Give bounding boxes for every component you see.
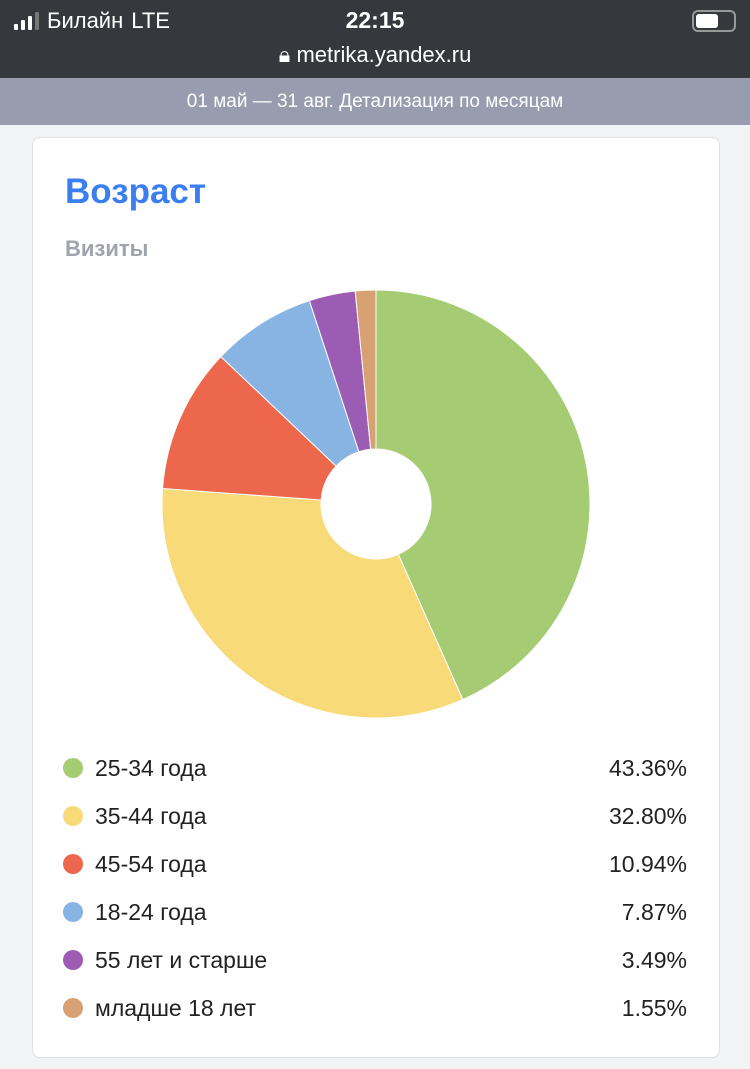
url-text: metrika.yandex.ru [296, 42, 472, 67]
card-title: Возраст [65, 172, 207, 211]
status-bar: Билайн LTE 22:15 🔒︎ metrika.yandex.ru [0, 0, 750, 78]
clock: 22:15 [345, 7, 405, 33]
lock-icon: 🔒︎ [278, 42, 297, 67]
address-bar[interactable]: 🔒︎ metrika.yandex.ru [0, 42, 750, 68]
legend-value: 32.80% [608, 802, 687, 829]
age-card: Возраст Визиты 25-34 года 43.36% 35-44 год… [32, 137, 720, 1058]
legend-dot-icon [63, 806, 83, 826]
pie-chart [161, 289, 591, 719]
legend-item[interactable]: 35-44 года 32.80% [63, 792, 687, 840]
legend-item[interactable]: 18-24 года 7.87% [63, 888, 687, 936]
pie-slice[interactable] [375, 289, 591, 701]
pie-slice[interactable] [162, 355, 337, 501]
legend-label: 25-34 года [95, 754, 207, 781]
legend-dot-icon [63, 854, 83, 874]
legend-dot-icon [63, 950, 83, 970]
legend-label: 18-24 года [95, 898, 207, 925]
legend-dot-icon [63, 758, 83, 778]
legend-value: 3.49% [621, 946, 687, 973]
legend-value: 10.94% [608, 850, 687, 877]
legend-value: 43.36% [608, 754, 687, 781]
legend-label: 45-54 года [95, 850, 207, 877]
pie-slice[interactable] [161, 487, 464, 719]
pie-slice[interactable] [354, 289, 377, 450]
metric-label: Визиты [65, 236, 149, 261]
legend-label: 55 лет и старше [95, 946, 268, 973]
legend: 25-34 года 43.36% 35-44 года 32.80% 45-54 го… [63, 744, 687, 1032]
carrier-name: Билайн [47, 8, 124, 33]
network-type: LTE [131, 8, 170, 33]
legend-dot-icon [63, 902, 83, 922]
legend-dot-icon [63, 998, 83, 1018]
legend-value: 7.87% [621, 898, 687, 925]
legend-item[interactable]: младше 18 лет 1.55% [63, 984, 687, 1032]
legend-item[interactable]: 55 лет и старше 3.49% [63, 936, 687, 984]
signal-icon [14, 12, 39, 30]
date-range-header[interactable]: 01 май — 31 авг. Детализация по месяцам [0, 78, 750, 125]
legend-label: младше 18 лет [95, 994, 257, 1021]
legend-item[interactable]: 25-34 года 43.36% [63, 744, 687, 792]
carrier-info: Билайн LTE [14, 8, 170, 34]
legend-label: 35-44 года [95, 802, 207, 829]
battery-icon [692, 10, 736, 32]
legend-value: 1.55% [621, 994, 687, 1021]
legend-item[interactable]: 45-54 года 10.94% [63, 840, 687, 888]
